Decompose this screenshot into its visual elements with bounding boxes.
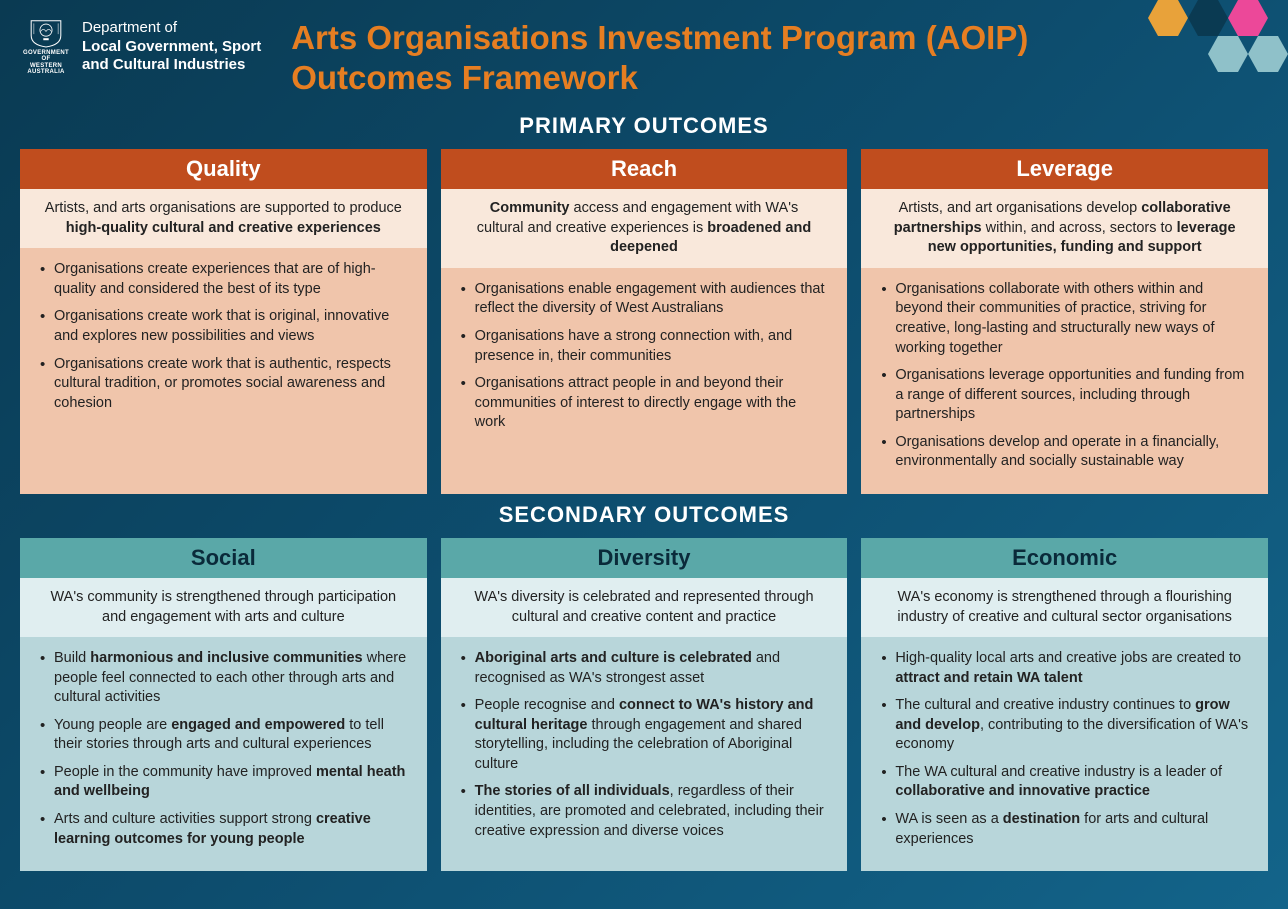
list-item: Organisations create work that is origin… — [38, 307, 409, 346]
card-header: Reach — [441, 149, 848, 189]
card-summary: WA's economy is strengthened through a f… — [861, 578, 1268, 637]
card-leverage: Leverage Artists, and art organisations … — [861, 149, 1268, 494]
card-summary: Artists, and art organisations develop c… — [861, 189, 1268, 268]
secondary-cards-row: Social WA's community is strengthened th… — [20, 538, 1268, 871]
list-item: People recognise and connect to WA's his… — [459, 696, 830, 774]
list-item: Organisations collaborate with others wi… — [879, 280, 1250, 358]
decorative-hexagons — [1128, 0, 1288, 80]
list-item: High-quality local arts and creative job… — [879, 649, 1250, 688]
card-body: Organisations create experiences that ar… — [20, 248, 427, 494]
card-body: Build harmonious and inclusive communiti… — [20, 637, 427, 871]
card-body: Aboriginal arts and culture is celebrate… — [441, 637, 848, 871]
list-item: Organisations create experiences that ar… — [38, 260, 409, 299]
dept-line2: Local Government, Sport — [82, 38, 261, 57]
list-item: Aboriginal arts and culture is celebrate… — [459, 649, 830, 688]
card-header: Quality — [20, 149, 427, 189]
primary-cards-row: Quality Artists, and arts organisations … — [20, 149, 1268, 494]
list-item: Organisations have a strong connection w… — [459, 327, 830, 366]
card-summary: WA's diversity is celebrated and represe… — [441, 578, 848, 637]
card-quality: Quality Artists, and arts organisations … — [20, 149, 427, 494]
crest-text-1: GOVERNMENT OF — [23, 50, 69, 63]
list-item: Organisations leverage opportunities and… — [879, 366, 1250, 425]
card-summary: WA's community is strengthened through p… — [20, 578, 427, 637]
list-item: The cultural and creative industry conti… — [879, 696, 1250, 755]
card-body: Organisations collaborate with others wi… — [861, 268, 1268, 494]
card-body: Organisations enable engagement with aud… — [441, 268, 848, 494]
card-summary: Community access and engagement with WA'… — [441, 189, 848, 268]
list-item: People in the community have improved me… — [38, 763, 409, 802]
card-body: High-quality local arts and creative job… — [861, 637, 1268, 871]
page-header: GOVERNMENT OF WESTERN AUSTRALIA Departme… — [20, 18, 1268, 97]
list-item: Organisations create work that is authen… — [38, 355, 409, 414]
card-header: Diversity — [441, 538, 848, 578]
title-line2: Outcomes Framework — [291, 58, 1268, 98]
list-item: Build harmonious and inclusive communiti… — [38, 649, 409, 708]
card-diversity: Diversity WA's diversity is celebrated a… — [441, 538, 848, 871]
list-item: Organisations attract people in and beyo… — [459, 374, 830, 433]
card-reach: Reach Community access and engagement wi… — [441, 149, 848, 494]
list-item: WA is seen as a destination for arts and… — [879, 810, 1250, 849]
list-item: Organisations develop and operate in a f… — [879, 433, 1250, 472]
card-summary: Artists, and arts organisations are supp… — [20, 189, 427, 248]
wa-crest-icon: GOVERNMENT OF WESTERN AUSTRALIA — [20, 18, 72, 76]
page-title: Arts Organisations Investment Program (A… — [291, 18, 1268, 97]
secondary-outcomes-heading: SECONDARY OUTCOMES — [20, 502, 1268, 528]
card-economic: Economic WA's economy is strengthened th… — [861, 538, 1268, 871]
list-item: Organisations enable engagement with aud… — [459, 280, 830, 319]
card-header: Economic — [861, 538, 1268, 578]
title-line1: Arts Organisations Investment Program (A… — [291, 18, 1268, 58]
list-item: The WA cultural and creative industry is… — [879, 763, 1250, 802]
government-logo: GOVERNMENT OF WESTERN AUSTRALIA Departme… — [20, 18, 261, 76]
crest-text-2: WESTERN AUSTRALIA — [27, 63, 64, 76]
card-header: Social — [20, 538, 427, 578]
list-item: Arts and culture activities support stro… — [38, 810, 409, 849]
dept-line3: and Cultural Industries — [82, 56, 261, 75]
list-item: Young people are engaged and empowered t… — [38, 716, 409, 755]
list-item: The stories of all individuals, regardle… — [459, 782, 830, 841]
card-social: Social WA's community is strengthened th… — [20, 538, 427, 871]
primary-outcomes-heading: PRIMARY OUTCOMES — [20, 113, 1268, 139]
department-name: Department of Local Government, Sport an… — [82, 19, 261, 75]
card-header: Leverage — [861, 149, 1268, 189]
dept-line1: Department of — [82, 19, 261, 38]
